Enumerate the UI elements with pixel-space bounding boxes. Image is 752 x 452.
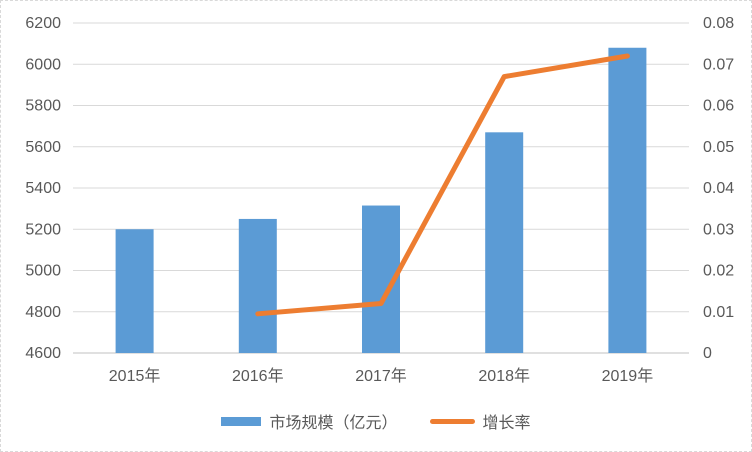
chart-legend: 市场规模（亿元） 增长率 bbox=[1, 405, 751, 437]
x-axis-label: 2018年 bbox=[478, 367, 530, 385]
bar-2015年 bbox=[115, 229, 154, 353]
right-axis-tick-label: 0 bbox=[703, 345, 712, 362]
left-axis-tick-label: 5800 bbox=[25, 98, 61, 115]
right-axis-tick-label: 0.06 bbox=[703, 98, 734, 115]
bar-series-swatch bbox=[221, 416, 262, 426]
right-axis-tick-label: 0.04 bbox=[703, 180, 734, 197]
left-axis-tick-label: 5000 bbox=[25, 263, 61, 280]
line-series-swatch bbox=[429, 418, 475, 424]
right-axis-tick-label: 0.02 bbox=[703, 263, 734, 280]
left-axis-tick-label: 5400 bbox=[25, 180, 61, 197]
left-axis-tick-label: 4600 bbox=[25, 345, 61, 362]
legend-item-market-size: 市场规模（亿元） bbox=[221, 409, 398, 433]
right-axis-tick-label: 0.05 bbox=[703, 139, 734, 156]
bar-2019年 bbox=[608, 47, 647, 353]
left-axis-tick-label: 6000 bbox=[25, 56, 61, 73]
x-axis-label: 2017年 bbox=[355, 367, 407, 385]
x-axis-label: 2016年 bbox=[232, 367, 284, 385]
left-axis-tick-label: 5200 bbox=[25, 221, 61, 238]
legend-item-growth-rate: 增长率 bbox=[429, 409, 531, 433]
x-axis-label: 2015年 bbox=[109, 367, 161, 385]
left-axis-tick-label: 6200 bbox=[25, 15, 61, 32]
left-axis-tick-label: 4800 bbox=[25, 304, 61, 321]
right-axis-tick-label: 0.03 bbox=[703, 221, 734, 238]
right-axis-tick-label: 0.07 bbox=[703, 56, 734, 73]
bar-2016年 bbox=[238, 218, 277, 353]
legend-label-market-size: 市场规模（亿元） bbox=[269, 415, 398, 432]
left-axis-tick-label: 5600 bbox=[25, 139, 61, 156]
x-axis-label: 2019年 bbox=[602, 367, 654, 385]
right-axis-tick-label: 0.01 bbox=[703, 304, 734, 321]
legend-label-growth-rate: 增长率 bbox=[482, 415, 531, 432]
right-axis-tick-label: 0.08 bbox=[703, 15, 734, 32]
growth-rate-line bbox=[255, 53, 630, 317]
bar-2018年 bbox=[485, 132, 524, 353]
